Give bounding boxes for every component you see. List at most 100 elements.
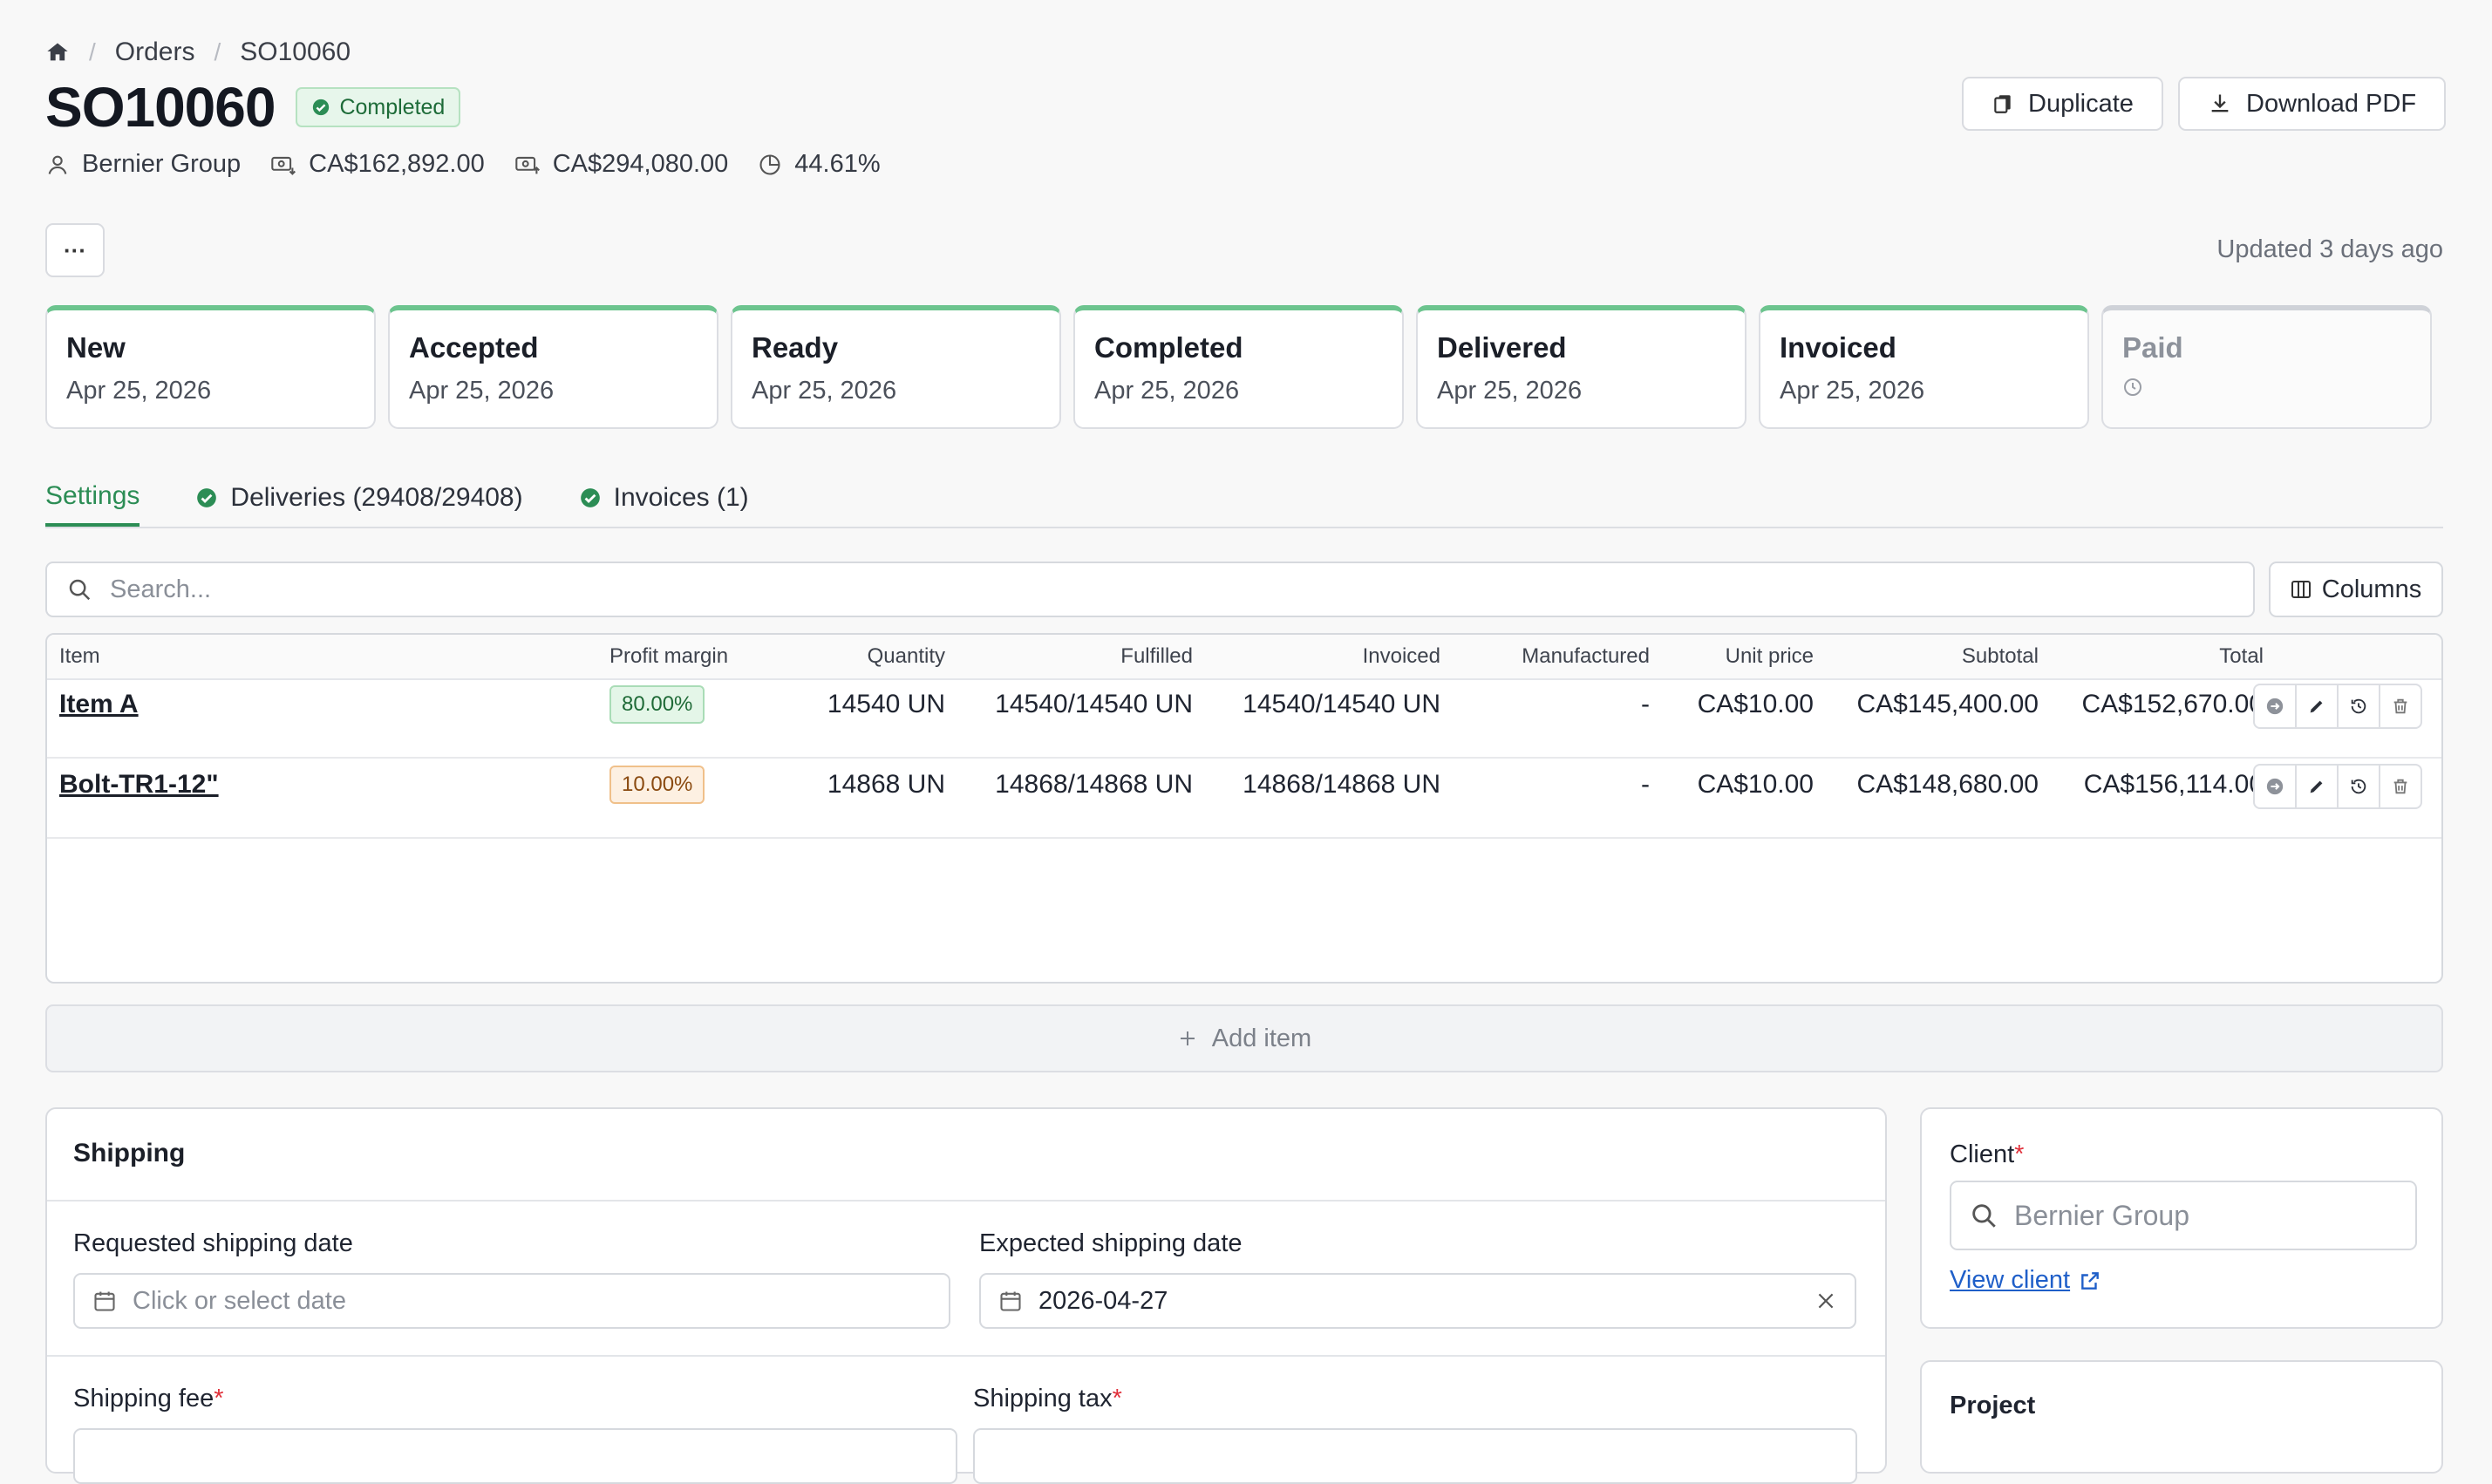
order-items-table: Item Profit margin Quantity Fulfilled In… — [45, 633, 2443, 984]
trash-icon — [2393, 698, 2407, 714]
row-goto-button[interactable] — [2253, 764, 2297, 809]
cell-fulfilled: 14540/14540 UN — [995, 690, 1193, 718]
col-profit-margin[interactable]: Profit margin — [609, 644, 729, 668]
download-icon — [2211, 94, 2229, 112]
shipping-tax-input[interactable] — [973, 1428, 1857, 1484]
meta-margin: 44.61% — [758, 150, 881, 179]
order-meta: Bernier Group CA$162,892.00 CA$294,080.0… — [45, 150, 881, 179]
required-marker: * — [2014, 1140, 2025, 1168]
calendar-icon — [94, 1291, 115, 1311]
col-fulfilled[interactable]: Fulfilled — [1120, 644, 1193, 668]
tab-bar: Settings Deliveries (29408/29408) Invoic… — [45, 469, 2443, 528]
step-invoiced: Invoiced Apr 25, 2026 — [1759, 305, 2089, 429]
shipping-panel: Shipping Requested shipping date Click o… — [45, 1107, 1887, 1484]
row-edit-button[interactable] — [2295, 764, 2339, 809]
page-title: SO10060 — [45, 76, 276, 139]
cell-quantity: 14868 UN — [827, 770, 945, 799]
table-row: Bolt-TR1-12" 10.00% 14868 UN 14868/14868… — [47, 759, 2441, 839]
client-label: Client* — [1950, 1140, 2025, 1168]
check-circle-icon — [197, 488, 217, 507]
search-icon — [1972, 1204, 1996, 1228]
col-total[interactable]: Total — [2219, 644, 2264, 668]
search-input[interactable] — [108, 574, 2117, 605]
status-timeline: New Apr 25, 2026 Accepted Apr 25, 2026 R… — [45, 305, 2432, 429]
col-invoiced[interactable]: Invoiced — [1362, 644, 1440, 668]
step-ready: Ready Apr 25, 2026 — [731, 305, 1061, 429]
home-icon[interactable] — [45, 40, 70, 65]
row-edit-button[interactable] — [2295, 684, 2339, 729]
page-header: SO10060 Completed — [45, 75, 461, 140]
step-accepted: Accepted Apr 25, 2026 — [388, 305, 718, 429]
col-subtotal[interactable]: Subtotal — [1961, 644, 2039, 668]
project-panel: Project — [1920, 1360, 2443, 1474]
row-delete-button[interactable] — [2379, 764, 2422, 809]
row-history-button[interactable] — [2337, 764, 2380, 809]
more-actions-button[interactable]: ··· — [45, 223, 105, 277]
shipping-fee-label: Shipping fee* — [73, 1385, 224, 1413]
item-link[interactable]: Bolt-TR1-12" — [59, 770, 219, 799]
plus-icon — [1180, 1031, 1195, 1045]
expected-date-field[interactable]: 2026-04-27 — [979, 1273, 1856, 1329]
history-icon — [2351, 698, 2366, 714]
step-completed: Completed Apr 25, 2026 — [1073, 305, 1404, 429]
required-marker: * — [214, 1385, 224, 1413]
meta-revenue: CA$294,080.00 — [514, 150, 728, 179]
clock-icon — [2124, 378, 2141, 396]
copy-icon — [1994, 95, 2011, 113]
shipping-title: Shipping — [47, 1109, 1885, 1201]
pie-chart-icon — [759, 153, 780, 175]
shipping-tax-label: Shipping tax* — [973, 1385, 1122, 1413]
trash-icon — [2393, 779, 2407, 794]
download-pdf-button[interactable]: Download PDF — [2178, 77, 2447, 131]
cell-fulfilled: 14868/14868 UN — [995, 770, 1193, 799]
row-goto-button[interactable] — [2253, 684, 2297, 729]
calendar-icon — [1000, 1291, 1021, 1311]
cell-total: CA$152,670.00 — [2081, 690, 2264, 718]
tab-invoices[interactable]: Invoices (1) — [579, 469, 749, 527]
breadcrumb: / Orders / SO10060 — [45, 35, 351, 70]
external-link-icon — [2081, 1271, 2099, 1290]
client-select[interactable]: Bernier Group — [1950, 1181, 2417, 1250]
status-badge: Completed — [296, 87, 461, 127]
client-panel: Client* Bernier Group View client — [1920, 1107, 2443, 1329]
item-link[interactable]: Item A — [59, 690, 139, 718]
step-new: New Apr 25, 2026 — [45, 305, 376, 429]
shipping-fee-input[interactable] — [73, 1428, 957, 1484]
table-row: Item A 80.00% 14540 UN 14540/14540 UN 14… — [47, 678, 2441, 759]
cell-quantity: 14540 UN — [827, 690, 945, 718]
money-in-icon — [514, 156, 540, 174]
requested-date-label: Requested shipping date — [73, 1229, 353, 1257]
col-quantity[interactable]: Quantity — [867, 644, 945, 668]
more-icon: ··· — [64, 236, 86, 263]
updated-timestamp: Updated 3 days ago — [2216, 235, 2443, 263]
breadcrumb-orders[interactable]: Orders — [114, 37, 195, 66]
requested-date-field[interactable]: Click or select date — [73, 1273, 950, 1329]
step-delivered: Delivered Apr 25, 2026 — [1416, 305, 1746, 429]
duplicate-button[interactable]: Duplicate — [1962, 77, 2163, 131]
tab-settings[interactable]: Settings — [45, 469, 140, 527]
arrow-right-circle-icon — [2266, 698, 2284, 715]
cell-unit-price: CA$10.00 — [1697, 690, 1814, 718]
pencil-icon — [2310, 700, 2323, 713]
col-item[interactable]: Item — [59, 644, 100, 668]
col-unit-price[interactable]: Unit price — [1725, 644, 1814, 668]
pencil-icon — [2310, 780, 2323, 793]
required-marker: * — [1112, 1385, 1122, 1413]
breadcrumb-current: SO10060 — [240, 37, 351, 66]
money-out-icon — [271, 156, 296, 175]
table-header: Item Profit margin Quantity Fulfilled In… — [47, 635, 2441, 680]
tab-deliveries[interactable]: Deliveries (29408/29408) — [195, 469, 523, 527]
row-history-button[interactable] — [2337, 684, 2380, 729]
columns-button[interactable]: Columns — [2269, 562, 2443, 617]
view-client-link[interactable]: View client — [1950, 1266, 2101, 1295]
meta-client: Bernier Group — [45, 150, 241, 179]
arrow-right-circle-icon — [2266, 778, 2284, 795]
row-delete-button[interactable] — [2379, 684, 2422, 729]
row-actions — [2253, 684, 2422, 729]
meta-cost: CA$162,892.00 — [270, 150, 485, 179]
search-icon — [69, 579, 91, 601]
row-actions — [2253, 764, 2422, 809]
add-item-button[interactable]: Add item — [45, 1004, 2443, 1072]
col-manufactured[interactable]: Manufactured — [1522, 644, 1650, 668]
columns-icon — [2291, 581, 2311, 598]
